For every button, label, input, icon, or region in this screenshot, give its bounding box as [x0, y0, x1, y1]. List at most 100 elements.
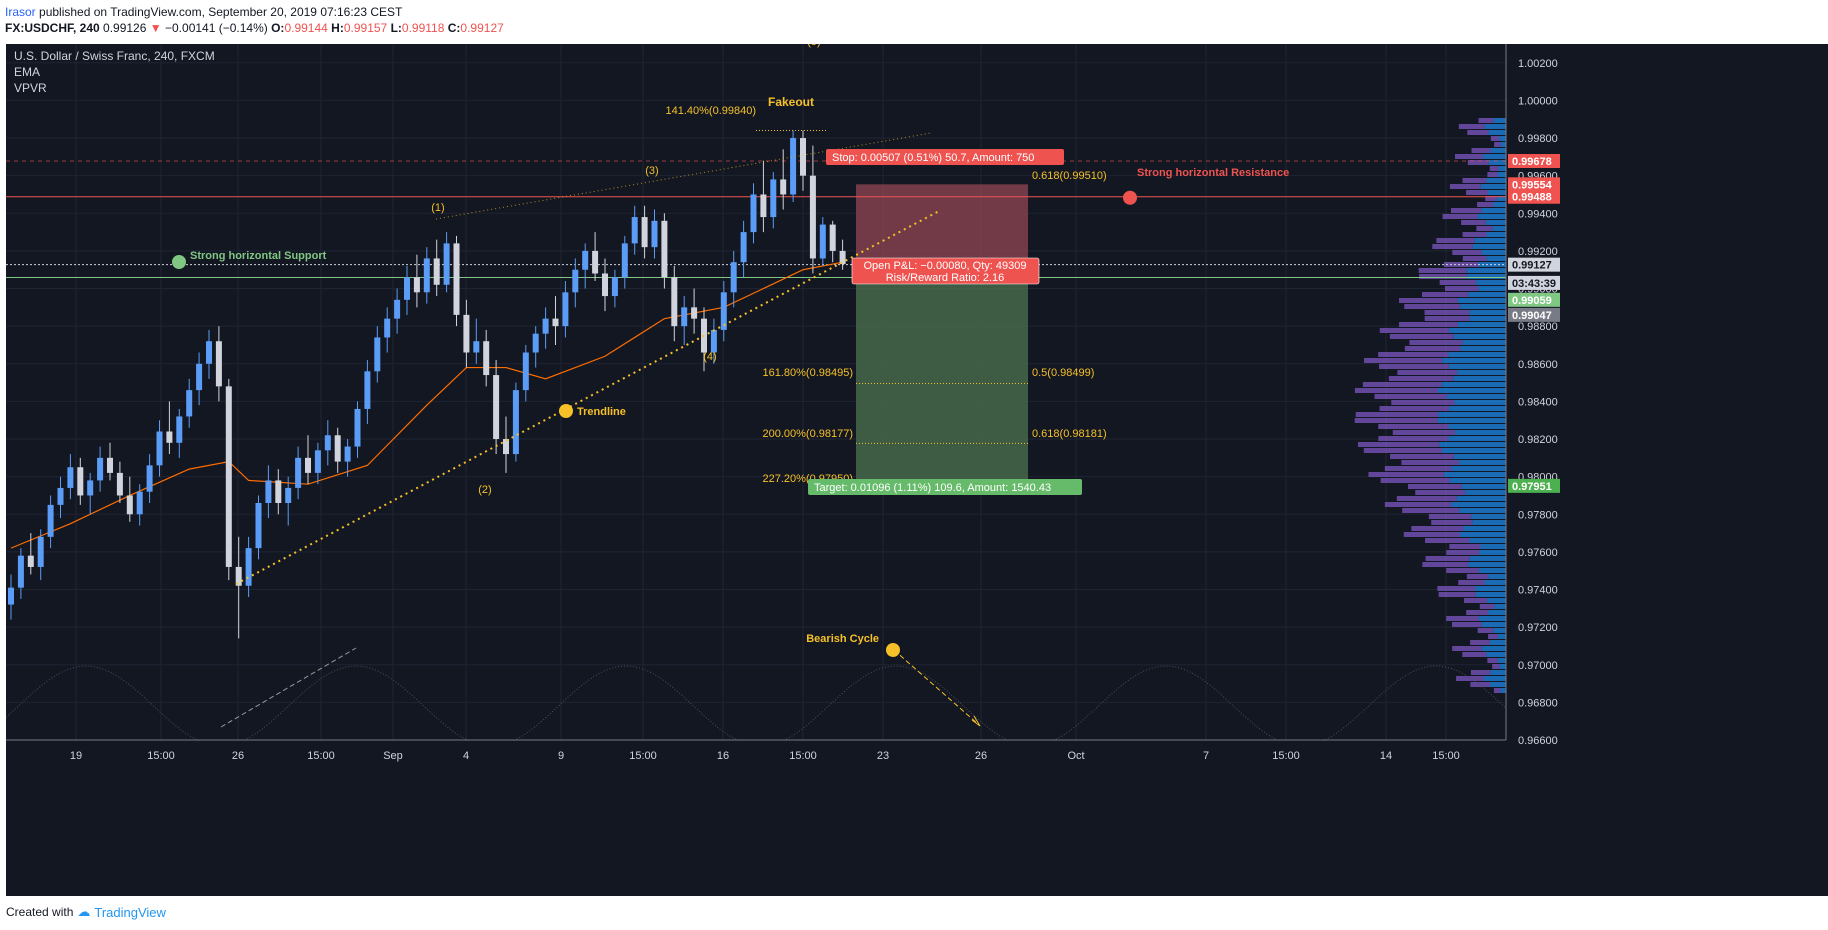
- y-tick-label: 0.97000: [1518, 660, 1558, 672]
- vpvr-bar-up: [1484, 124, 1506, 129]
- candle-body: [503, 439, 509, 455]
- volume-profile: [1354, 118, 1506, 693]
- x-tick-label: 15:00: [1272, 750, 1300, 762]
- low-value: 0.99118: [401, 21, 445, 35]
- candle-body: [107, 457, 113, 473]
- tradingview-logo-icon[interactable]: ☁: [77, 904, 91, 919]
- price-tag: [1508, 154, 1560, 169]
- vpvr-bar-up: [1438, 412, 1506, 417]
- candle-body: [186, 390, 193, 417]
- price-chart[interactable]: (5) Fakeout 141.40%(0.99840) (3) (1) (4) (2) St…: [5, 36, 1828, 896]
- candles: [8, 130, 846, 639]
- vpvr-bar-up: [1499, 136, 1506, 141]
- x-tick-label: 19: [70, 750, 82, 762]
- price-tag: [1508, 275, 1560, 290]
- annotation-fib_618_low: 0.618(0.98181): [1032, 428, 1107, 440]
- vpvr-bar-down: [1436, 238, 1475, 243]
- vpvr-bar-down: [1378, 352, 1449, 357]
- open-label: O:: [271, 21, 285, 35]
- candle-body: [829, 224, 836, 251]
- vpvr-bar-down: [1446, 616, 1480, 621]
- x-tick-label: 15:00: [307, 750, 335, 762]
- resistance-marker-icon: [1123, 190, 1137, 205]
- vpvr-bar-down: [1409, 340, 1463, 345]
- down-arrow-icon: ▼: [149, 21, 162, 35]
- candle-body: [285, 487, 292, 503]
- candle-body: [661, 220, 668, 278]
- vpvr-bar-up: [1484, 580, 1506, 585]
- vpvr-bar-up: [1497, 634, 1506, 639]
- candle-body: [621, 243, 628, 278]
- candle-body: [97, 457, 104, 481]
- x-tick-label: 14: [1380, 750, 1392, 762]
- vpvr-bar-down: [1391, 400, 1455, 405]
- vpvr-bar-down: [1462, 178, 1487, 183]
- candle-body: [423, 258, 430, 293]
- vpvr-bar-down: [1470, 670, 1491, 675]
- x-tick-label: 15:00: [1432, 750, 1460, 762]
- vpvr-bar-up: [1489, 640, 1506, 645]
- support-marker-icon: [172, 255, 186, 269]
- candle-body: [473, 341, 480, 353]
- vpvr-bar-up: [1471, 514, 1506, 519]
- vpvr-bar-down: [1403, 532, 1460, 537]
- vpvr-bar-down: [1487, 658, 1498, 663]
- vpvr-bar-down: [1471, 148, 1491, 153]
- vpvr-bar-down: [1452, 250, 1482, 255]
- candle-body: [532, 333, 539, 353]
- bearish-arrow-line: [893, 649, 979, 725]
- price-tag-label: 0.99554: [1512, 179, 1553, 191]
- candle-body: [314, 450, 321, 473]
- target-label-bg: [808, 479, 1082, 495]
- vpvr-bar-down: [1424, 310, 1470, 315]
- annotation-fakeout: Fakeout: [768, 95, 814, 109]
- candle-body: [176, 416, 183, 443]
- vpvr-bar-up: [1498, 166, 1506, 171]
- vpvr-bar-down: [1407, 484, 1462, 489]
- vpvr-bar-down: [1399, 298, 1458, 303]
- chart-area[interactable]: (5) Fakeout 141.40%(0.99840) (3) (1) (4) (2) St…: [5, 36, 1828, 896]
- vpvr-bar-down: [1404, 304, 1461, 309]
- y-tick-label: 0.98800: [1518, 321, 1558, 333]
- vpvr-bar-up: [1457, 298, 1506, 303]
- vpvr-bar-up: [1444, 472, 1506, 477]
- vpvr-bar-down: [1470, 640, 1490, 645]
- vpvr-bar-up: [1469, 556, 1506, 561]
- vpvr-bar-up: [1449, 406, 1506, 411]
- vpvr-bar-up: [1462, 340, 1506, 345]
- vpvr-bar-up: [1472, 520, 1506, 525]
- annotation-fib_200: 200.00%(0.98177): [762, 428, 853, 440]
- candle-body: [196, 363, 203, 391]
- vpvr-bar-down: [1490, 136, 1500, 141]
- quote-line: FX:USDCHF, 240 0.99126 ▼ −0.00141 (−0.14…: [5, 21, 504, 35]
- vpvr-bar-up: [1475, 586, 1506, 591]
- candle-body: [592, 250, 599, 274]
- y-tick-label: 0.97200: [1518, 622, 1558, 634]
- vpvr-bar-down: [1368, 472, 1445, 477]
- price-tag: [1508, 177, 1560, 192]
- vpvr-bar-down: [1485, 196, 1497, 201]
- tradingview-brand[interactable]: TradingView: [94, 904, 166, 920]
- vpvr-bar-down: [1487, 172, 1498, 177]
- stop-label-bg: [826, 149, 1064, 165]
- vpvr-bar-down: [1488, 634, 1498, 639]
- x-tick-label: 9: [558, 750, 564, 762]
- vpvr-bar-up: [1469, 538, 1506, 543]
- vpvr-bar-down: [1479, 604, 1495, 609]
- vpvr-bar-down: [1384, 466, 1452, 471]
- vpvr-bar-up: [1494, 604, 1506, 609]
- target-zone: [856, 262, 1028, 486]
- vpvr-bar-down: [1456, 676, 1484, 681]
- annotation-bearish: Bearish Cycle: [806, 633, 879, 645]
- price-change: −0.00141 (−0.14%): [165, 21, 268, 35]
- vpvr-bar-down: [1379, 328, 1450, 333]
- vpvr-bar-up: [1500, 688, 1506, 693]
- author-link[interactable]: Irasor: [5, 5, 36, 19]
- candle-body: [404, 277, 410, 300]
- vpvr-bar-down: [1432, 244, 1473, 249]
- vpvr-bar-up: [1448, 364, 1506, 369]
- vpvr-bar-down: [1379, 406, 1450, 411]
- vpvr-bar-down: [1449, 184, 1481, 189]
- publish-text: published on TradingView.com, September …: [35, 5, 403, 19]
- ema-line: [10, 261, 843, 549]
